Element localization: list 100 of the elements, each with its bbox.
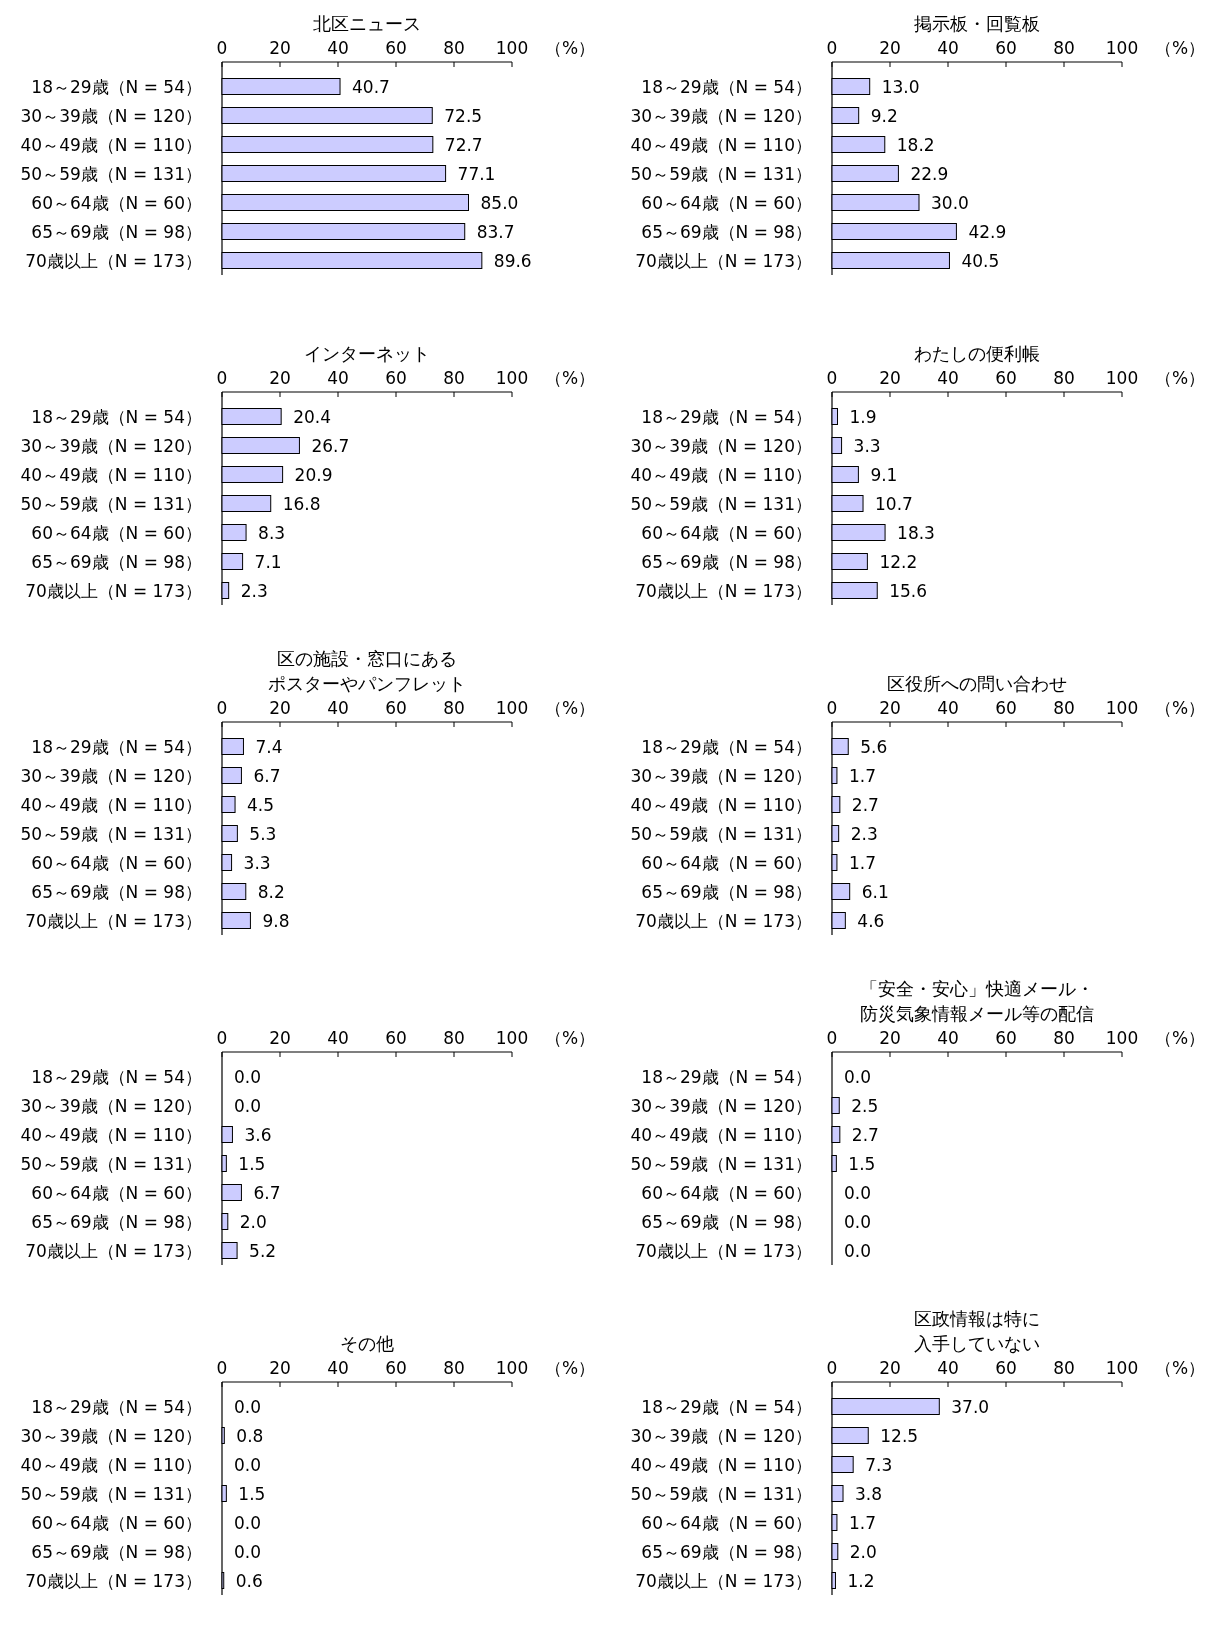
chart-title: 区政情報は特に入手していない	[914, 1308, 1040, 1354]
x-tick-label: 0	[216, 38, 228, 58]
y-tick-label: 65～69歳（N = 98）	[31, 1541, 202, 1562]
data-label: 2.0	[849, 1541, 877, 1562]
x-tick-label: 20	[879, 1028, 901, 1048]
x-tick-label: 20	[269, 698, 291, 718]
y-tick-label: 50～59歳（N = 131）	[20, 493, 202, 514]
y-tick-label: 65～69歳（N = 98）	[641, 1211, 812, 1232]
y-tick-label: 18～29歳（N = 54）	[641, 406, 812, 427]
x-tick-label: 20	[879, 698, 901, 718]
x-tick-label: 40	[937, 38, 959, 58]
y-tick-label: 65～69歳（N = 98）	[31, 551, 202, 572]
x-tick-label: 100	[495, 38, 529, 58]
data-label: 42.9	[968, 221, 1007, 242]
data-label: 16.8	[282, 493, 321, 514]
y-tick-label: 30～39歳（N = 120）	[20, 1095, 202, 1116]
x-tick-label: 0	[826, 1028, 838, 1048]
x-tick-label: 40	[327, 1028, 349, 1048]
chart-title: 掲示板・回覧板	[914, 13, 1040, 34]
y-tick-label: 60～64歳（N = 60）	[641, 192, 812, 213]
y-tick-label: 18～29歳（N = 54）	[641, 1066, 812, 1087]
x-tick-label: 100	[1105, 368, 1139, 388]
data-label: 8.2	[257, 881, 285, 902]
x-tick-label: 0	[216, 1028, 228, 1048]
y-tick-label: 65～69歳（N = 98）	[641, 1541, 812, 1562]
y-tick-label: 40～49歳（N = 110）	[630, 464, 812, 485]
x-tick-label: 0	[826, 1358, 838, 1378]
x-axis-title: （%）	[544, 1358, 596, 1378]
data-label: 2.3	[850, 823, 878, 844]
x-axis-title: （%）	[1154, 698, 1206, 718]
y-tick-label: 65～69歳（N = 98）	[31, 1211, 202, 1232]
y-tick-label: 40～49歳（N = 110）	[20, 1124, 202, 1145]
x-tick-label: 80	[1053, 1358, 1075, 1378]
y-tick-label: 70歳以上（N = 173）	[635, 1240, 812, 1261]
x-tick-label: 60	[385, 698, 407, 718]
data-label: 1.5	[238, 1483, 266, 1504]
data-label: 4.5	[247, 794, 275, 815]
data-label: 0.0	[844, 1240, 872, 1261]
y-tick-label: 65～69歳（N = 98）	[641, 551, 812, 572]
x-tick-label: 40	[937, 1028, 959, 1048]
x-tick-label: 60	[995, 698, 1017, 718]
y-tick-label: 40～49歳（N = 110）	[630, 794, 812, 815]
data-label: 22.9	[910, 163, 949, 184]
data-label: 3.3	[243, 852, 271, 873]
data-label: 89.6	[493, 250, 532, 271]
data-label: 26.7	[311, 435, 350, 456]
x-tick-label: 80	[443, 1358, 465, 1378]
data-label: 30.0	[931, 192, 969, 213]
data-label: 0.0	[234, 1066, 262, 1087]
data-label: 2.3	[240, 580, 268, 601]
y-tick-label: 65～69歳（N = 98）	[31, 881, 202, 902]
y-tick-label: 60～64歳（N = 60）	[31, 522, 202, 543]
y-tick-label: 70歳以上（N = 173）	[25, 910, 202, 931]
y-tick-label: 30～39歳（N = 120）	[20, 105, 202, 126]
x-tick-label: 80	[443, 1028, 465, 1048]
y-tick-label: 50～59歳（N = 131）	[630, 1153, 812, 1174]
y-tick-label: 60～64歳（N = 60）	[31, 852, 202, 873]
data-label: 8.3	[258, 522, 286, 543]
data-label: 2.7	[851, 794, 879, 815]
data-label: 1.9	[849, 406, 877, 427]
x-axis-title: （%）	[1154, 38, 1206, 58]
y-tick-label: 50～59歳（N = 131）	[630, 493, 812, 514]
x-tick-label: 0	[216, 698, 228, 718]
data-label: 0.0	[234, 1541, 262, 1562]
y-tick-label: 50～59歳（N = 131）	[630, 163, 812, 184]
x-tick-label: 20	[879, 368, 901, 388]
x-tick-label: 0	[216, 368, 228, 388]
y-tick-label: 18～29歳（N = 54）	[31, 1066, 202, 1087]
x-tick-label: 100	[495, 368, 529, 388]
y-tick-label: 70歳以上（N = 173）	[25, 1570, 202, 1591]
x-tick-label: 0	[826, 38, 838, 58]
y-tick-label: 30～39歳（N = 120）	[20, 765, 202, 786]
x-tick-label: 20	[879, 38, 901, 58]
data-label: 1.2	[847, 1570, 875, 1591]
y-tick-label: 40～49歳（N = 110）	[20, 794, 202, 815]
y-tick-label: 40～49歳（N = 110）	[20, 464, 202, 485]
y-tick-label: 70歳以上（N = 173）	[635, 910, 812, 931]
data-label: 1.7	[848, 765, 876, 786]
data-label: 12.2	[879, 551, 918, 572]
y-tick-label: 60～64歳（N = 60）	[641, 1182, 812, 1203]
x-axis-title: （%）	[1154, 1358, 1206, 1378]
y-tick-label: 50～59歳（N = 131）	[20, 163, 202, 184]
x-tick-label: 80	[443, 368, 465, 388]
y-tick-label: 30～39歳（N = 120）	[630, 105, 812, 126]
y-tick-label: 18～29歳（N = 54）	[31, 406, 202, 427]
y-tick-label: 50～59歳（N = 131）	[630, 823, 812, 844]
x-tick-label: 40	[327, 368, 349, 388]
x-tick-label: 80	[1053, 1028, 1075, 1048]
x-tick-label: 20	[879, 1358, 901, 1378]
y-tick-label: 50～59歳（N = 131）	[20, 1153, 202, 1174]
chart-title: 区役所への問い合わせ	[887, 673, 1067, 694]
x-tick-label: 60	[995, 38, 1017, 58]
y-tick-label: 65～69歳（N = 98）	[641, 221, 812, 242]
y-tick-label: 40～49歳（N = 110）	[630, 134, 812, 155]
y-tick-label: 70歳以上（N = 173）	[635, 580, 812, 601]
x-tick-label: 40	[327, 698, 349, 718]
data-label: 1.5	[238, 1153, 266, 1174]
y-tick-label: 18～29歳（N = 54）	[31, 736, 202, 757]
data-label: 4.6	[857, 910, 885, 931]
data-label: 0.0	[234, 1454, 262, 1475]
